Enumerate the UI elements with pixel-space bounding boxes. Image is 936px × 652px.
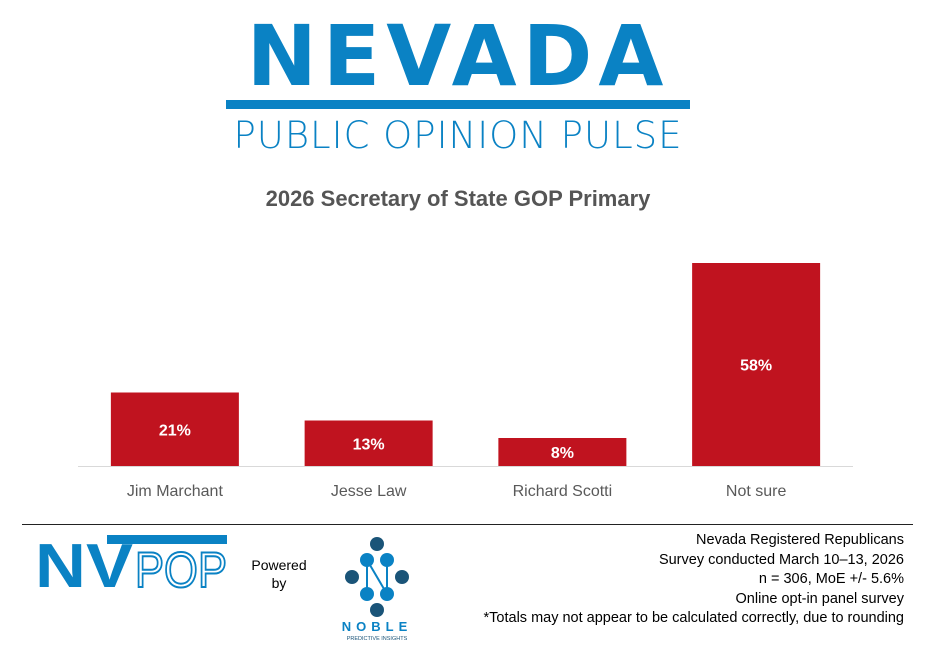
footer-divider xyxy=(22,524,913,525)
logo-title-text: Nevada xyxy=(246,7,670,105)
powered-by-text: Powered by xyxy=(244,556,314,592)
powered-line-2: by xyxy=(271,575,287,591)
category-label-3: Not sure xyxy=(726,483,787,500)
bar-chart: 21% Jim Marchant 13% Jesse Law 8% Richard Sco… xyxy=(78,263,853,500)
noble-logo: NOBLE PREDICTIVE INSIGHTS xyxy=(342,537,413,642)
note-method: Online opt-in panel survey xyxy=(735,590,904,607)
bar-2 xyxy=(498,438,627,466)
svg-text:NV: NV xyxy=(35,535,133,590)
note-rounding: *Totals may not appear to be calculated … xyxy=(483,610,904,626)
category-label-0: Jim Marchant xyxy=(127,483,224,500)
bar-3 xyxy=(692,263,821,466)
logo-divider xyxy=(226,100,690,109)
svg-text:POP: POP xyxy=(135,542,227,590)
data-label-2: 8% xyxy=(551,445,574,462)
bar-1 xyxy=(304,420,433,466)
data-label-0: 21% xyxy=(159,422,191,439)
category-label-2: Richard Scotti xyxy=(513,483,613,500)
note-dates: Survey conducted March 10–13, 2026 xyxy=(658,551,904,568)
category-label-1: Jesse Law xyxy=(331,483,407,500)
nvpop-logo: NV POP xyxy=(35,535,228,590)
bar-0 xyxy=(110,392,239,466)
noble-wordmark: NOBLE xyxy=(342,619,413,634)
nevada-logo-title: Nevada xyxy=(228,14,688,98)
chart-title: 2026 Secretary of State GOP Primary xyxy=(265,186,651,211)
note-population: Nevada Registered Republicans xyxy=(696,532,904,548)
note-sample: n = 306, MoE +/- 5.6% xyxy=(758,571,904,587)
survey-notes: Nevada Registered Republicans Survey con… xyxy=(484,531,904,629)
data-label-1: 13% xyxy=(353,436,385,453)
noble-tagline: PREDICTIVE INSIGHTS xyxy=(347,636,408,642)
logo-subtitle: PUBLIC OPINION PULSE xyxy=(233,114,683,157)
powered-line-1: Powered xyxy=(251,557,307,573)
data-label-3: 58% xyxy=(740,358,772,375)
